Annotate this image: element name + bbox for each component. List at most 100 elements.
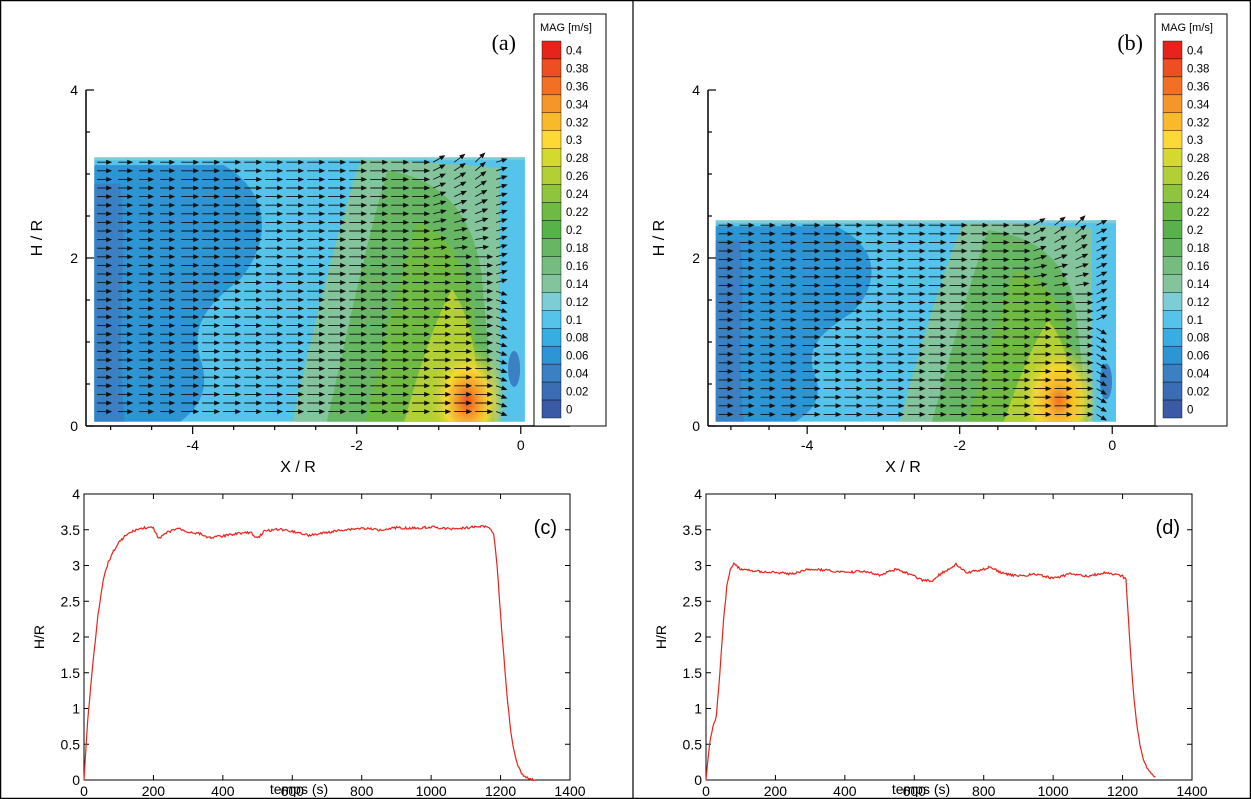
colorbar-swatch xyxy=(1162,274,1183,293)
vector-arrow xyxy=(496,350,508,356)
vector-arrow xyxy=(432,164,446,172)
colorbar-level-label: 0.4 xyxy=(1187,45,1204,57)
vector-arrow xyxy=(453,181,467,189)
panel-a: 0 2 4 -4 -2 0 X / R H / R (a) MAG [m/s] 0.4 0.38 0.3… xyxy=(29,13,607,476)
vector-arrow xyxy=(496,402,508,408)
colorbar-level-label: 0.38 xyxy=(566,63,588,75)
vector-arrow xyxy=(1096,345,1107,352)
colorbar-swatch xyxy=(541,274,562,293)
y-tick-label: 0.5 xyxy=(61,736,81,752)
vector-arrow xyxy=(454,199,468,206)
y-tick-label: 4 xyxy=(694,486,702,502)
colorbar-swatch xyxy=(541,166,562,185)
x-tick-label: 1200 xyxy=(485,783,516,799)
vector-arrow xyxy=(475,244,490,250)
colorbar-swatch xyxy=(1162,112,1183,131)
vector-arrow xyxy=(454,217,468,223)
vector-arrow xyxy=(474,189,488,197)
colorbar-level-label: 0.06 xyxy=(566,351,588,363)
vector-arrow xyxy=(453,163,466,172)
colorbar-swatch xyxy=(1162,381,1183,401)
colorbar-swatch xyxy=(541,292,562,311)
vector-arrow xyxy=(1033,236,1047,243)
vector-arrow xyxy=(1075,215,1086,226)
colorbar-level-label: 0.18 xyxy=(1187,243,1209,255)
vector-arrow xyxy=(1096,396,1107,404)
y-axis-label: H/R xyxy=(653,625,669,649)
vector-arrow xyxy=(432,155,446,163)
vector-arrow xyxy=(474,171,487,180)
y-tick-label: 0 xyxy=(72,772,80,788)
free-surface-line xyxy=(715,220,1117,224)
vector-arrow xyxy=(496,368,508,373)
y-axis-label: H / R xyxy=(29,220,46,256)
vortex-core xyxy=(508,350,521,387)
colorbar-swatch xyxy=(541,184,562,203)
colorbar-swatch xyxy=(1162,94,1183,114)
y-tick-label: 1.5 xyxy=(61,665,81,681)
x-tick-label: 0 xyxy=(1108,437,1116,453)
vector-arrow xyxy=(1075,253,1089,261)
axes: 0 2 4 -4 -2 0 X / R H / R xyxy=(651,82,1158,476)
vector-arrow xyxy=(475,208,489,215)
y-tick-label: 0 xyxy=(694,772,702,788)
x-tick-label: -2 xyxy=(953,437,966,453)
x-tick-label: 600 xyxy=(903,783,927,799)
vector-arrow xyxy=(474,152,486,163)
colorbar-level-label: 0.06 xyxy=(1187,351,1209,363)
colorbar-swatch xyxy=(541,328,562,347)
panel-label: (b) xyxy=(1117,30,1143,55)
vector-arrow xyxy=(475,199,488,206)
x-tick-label: 200 xyxy=(142,783,166,799)
vector-arrow xyxy=(1075,224,1087,235)
x-tick-label: 0 xyxy=(80,783,88,799)
vector-arrow xyxy=(1033,263,1048,269)
vector-arrow xyxy=(1054,226,1067,235)
x-tick-label: 1400 xyxy=(554,783,585,799)
colorbar-swatch xyxy=(1162,256,1183,275)
vector-arrow xyxy=(474,161,486,172)
vector-arrow xyxy=(496,226,508,232)
vector-arrow xyxy=(1096,280,1108,286)
colorbar-level-label: 0.16 xyxy=(1187,261,1209,273)
vector-arrow xyxy=(1096,371,1107,378)
y-tick-label: 1 xyxy=(72,701,80,717)
x-tick-label: 1000 xyxy=(1038,783,1069,799)
vector-arrow xyxy=(1096,271,1108,278)
x-tick-label: 400 xyxy=(833,783,857,799)
colorbar-level-label: 0.08 xyxy=(1187,333,1209,345)
y-tick-label: 3.5 xyxy=(683,522,703,538)
colorbar-level-label: 0.14 xyxy=(566,279,589,291)
vector-arrow xyxy=(454,208,468,215)
vector-arrow xyxy=(453,172,467,180)
vector-arrow xyxy=(1096,314,1108,321)
contour-field xyxy=(94,157,525,422)
x-tick-label: 1200 xyxy=(1107,783,1138,799)
vector-arrow xyxy=(496,261,508,267)
x-axis-label: X / R xyxy=(885,459,921,476)
colorbar-swatch xyxy=(541,40,562,60)
vector-arrow xyxy=(433,227,447,233)
colorbar-level-label: 0.02 xyxy=(1187,387,1209,399)
contour-band-0.04 xyxy=(94,183,125,422)
vector-arrow xyxy=(1075,272,1090,278)
colorbar-level-label: 0.3 xyxy=(1187,135,1203,147)
colorbar-level-label: 0.1 xyxy=(1187,315,1203,327)
x-tick-label: 800 xyxy=(972,783,996,799)
y-tick-label: 2 xyxy=(72,629,80,645)
vector-arrow xyxy=(474,180,487,189)
velocity-peak xyxy=(1018,342,1099,422)
vector-arrow xyxy=(1075,263,1089,269)
colorbar-title: MAG [m/s] xyxy=(540,22,592,34)
colorbar-swatch xyxy=(1162,148,1183,167)
colorbar-level-label: 0.24 xyxy=(566,189,589,201)
colorbar-swatch xyxy=(541,148,562,167)
colorbar-level-label: 0.38 xyxy=(1187,63,1209,75)
vector-arrow xyxy=(496,183,508,189)
vector-arrow xyxy=(433,218,447,224)
velocity-vectors xyxy=(97,152,508,416)
vector-arrow xyxy=(1054,235,1067,243)
vector-arrow xyxy=(1096,254,1108,261)
series-line xyxy=(83,524,536,782)
vector-arrow xyxy=(1054,281,1069,287)
